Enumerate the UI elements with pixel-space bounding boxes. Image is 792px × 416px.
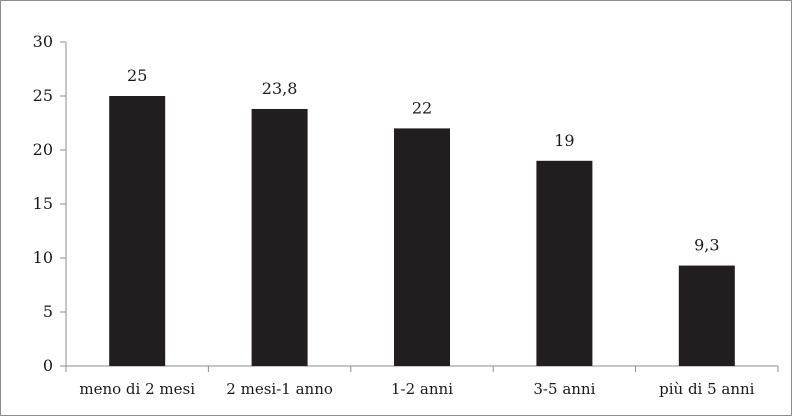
category-label: più di 5 anni bbox=[659, 380, 755, 398]
data-label: 23,8 bbox=[262, 79, 298, 98]
data-label: 9,3 bbox=[694, 236, 719, 255]
y-tick-label: 10 bbox=[33, 248, 53, 267]
y-tick-label: 5 bbox=[43, 302, 53, 321]
category-labels: meno di 2 mesi 2 mesi-1 anno 1-2 anni 3-5 a… bbox=[79, 380, 754, 398]
category-label: 3-5 anni bbox=[533, 380, 595, 398]
bar bbox=[109, 96, 166, 366]
bar bbox=[536, 160, 593, 366]
y-axis: 0 5 10 15 20 25 30 bbox=[33, 32, 67, 375]
y-tick-label: 0 bbox=[43, 356, 53, 375]
data-labels: 25 23,8 22 19 9,3 bbox=[127, 66, 720, 255]
bar bbox=[678, 265, 735, 366]
category-label: meno di 2 mesi bbox=[79, 380, 195, 398]
bar bbox=[251, 108, 308, 367]
bars bbox=[109, 96, 735, 367]
y-tick-label: 15 bbox=[33, 194, 53, 213]
data-label: 22 bbox=[412, 98, 432, 117]
y-tick-label: 25 bbox=[33, 86, 53, 105]
y-tick-label: 20 bbox=[33, 140, 53, 159]
category-label: 1-2 anni bbox=[391, 380, 453, 398]
data-label: 19 bbox=[554, 131, 574, 150]
bar bbox=[394, 128, 450, 366]
y-tick-label: 30 bbox=[33, 32, 53, 51]
x-axis bbox=[65, 365, 779, 372]
category-label: 2 mesi-1 anno bbox=[226, 380, 333, 398]
data-label: 25 bbox=[127, 66, 147, 85]
